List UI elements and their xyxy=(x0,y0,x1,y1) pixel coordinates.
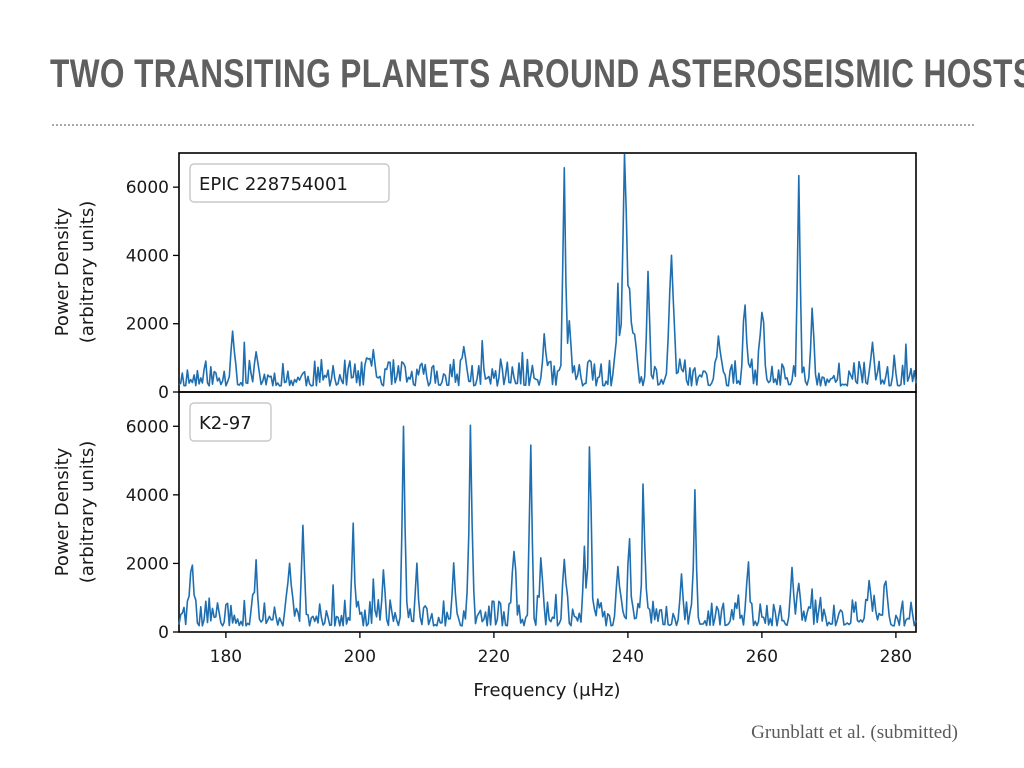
y-tick-label: 0 xyxy=(158,383,169,403)
y-tick-label: 2000 xyxy=(126,315,169,335)
panel-top-legend: EPIC 228754001 xyxy=(189,163,390,203)
title-divider xyxy=(52,124,974,126)
x-tick-label: 240 xyxy=(612,647,644,667)
panel-top-ylabel-line2: (arbitrary units) xyxy=(77,201,98,343)
panel-top-series-line xyxy=(178,153,917,387)
y-tick-label: 2000 xyxy=(126,554,169,574)
panel-top-ylabel-line1: Power Density xyxy=(52,207,73,336)
y-tick-label: 0 xyxy=(158,623,169,643)
panel-top-legend-label: EPIC 228754001 xyxy=(199,174,348,195)
y-tick-label: 6000 xyxy=(126,417,169,437)
panel-bottom: 0 2000 4000 6000 180 200 220 240 260 280 K2-97 P… xyxy=(52,391,917,701)
panel-top-yticks: 0 2000 4000 6000 xyxy=(126,178,179,403)
panel-bottom-yticks: 0 2000 4000 6000 xyxy=(126,417,179,643)
x-tick-label: 200 xyxy=(344,647,376,667)
panel-top-ylabel: Power Density (arbitrary units) xyxy=(52,201,98,343)
y-tick-label: 4000 xyxy=(126,486,169,506)
slide-title: TWO TRANSITING PLANETS AROUND ASTEROSEIS… xyxy=(50,52,1024,96)
x-tick-label: 260 xyxy=(746,647,778,667)
panel-bottom-legend: K2-97 xyxy=(189,402,272,442)
panel-bottom-frame xyxy=(178,391,917,633)
panel-top-legend-box xyxy=(189,163,390,203)
x-tick-label: 180 xyxy=(210,647,242,667)
panel-bottom-xticks: 180 200 220 240 260 280 xyxy=(210,632,912,667)
citation: Grunblatt et al. (submitted) xyxy=(751,722,958,743)
panel-bottom-legend-label: K2-97 xyxy=(199,413,252,434)
panel-bottom-ylabel-line2: (arbitrary units) xyxy=(77,441,98,583)
x-tick-label: 280 xyxy=(880,647,912,667)
y-tick-label: 4000 xyxy=(126,246,169,266)
x-axis-label: Frequency (μHz) xyxy=(473,680,620,701)
panel-bottom-ylabel: Power Density (arbitrary units) xyxy=(52,441,98,583)
x-tick-label: 220 xyxy=(478,647,510,667)
y-tick-label: 6000 xyxy=(126,178,169,198)
panel-top: 0 2000 4000 6000 EPIC 228754001 Power Densi… xyxy=(52,152,917,403)
panel-bottom-ylabel-line1: Power Density xyxy=(52,447,73,576)
panel-bottom-legend-box xyxy=(189,402,272,442)
panel-bottom-series-line xyxy=(178,424,917,627)
